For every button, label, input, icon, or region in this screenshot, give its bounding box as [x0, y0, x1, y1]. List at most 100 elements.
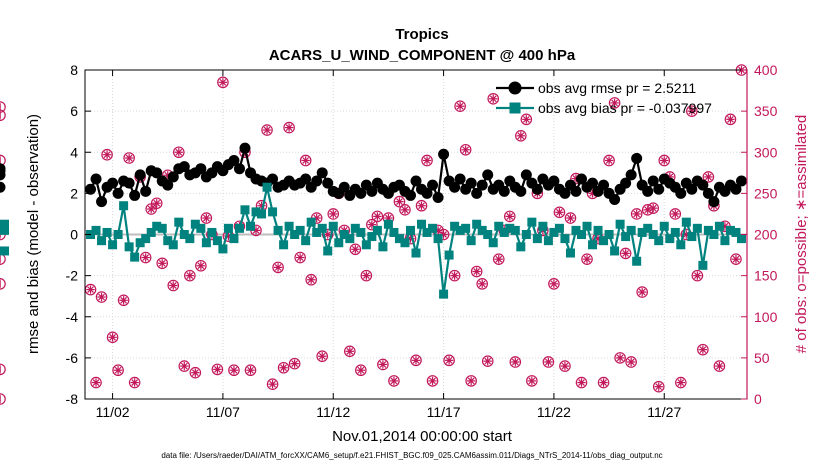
y-tick-label-right: 300 [754, 144, 778, 160]
obs-assimilated-marker [483, 356, 492, 366]
rmse-point [134, 169, 146, 181]
obs-assimilated-marker [97, 292, 106, 302]
obs-assimilated-marker [489, 94, 498, 103]
rmse-point [0, 165, 6, 177]
legend-rmse-marker [508, 81, 522, 95]
bias-point [582, 221, 592, 231]
bias-point [334, 238, 344, 248]
bias-point [0, 219, 9, 229]
obs-possible-marker [421, 154, 433, 167]
obs-assimilated-marker [191, 368, 200, 377]
bias-point [543, 236, 553, 246]
rmse-point [140, 185, 152, 197]
bias-point [130, 252, 140, 262]
bias-point [604, 230, 614, 239]
obs-possible-marker [184, 269, 196, 282]
y-tick-label-left: 0 [70, 227, 78, 243]
obs-assimilated-marker [174, 148, 183, 157]
obs-possible-marker [101, 148, 113, 161]
rmse-point [267, 173, 279, 185]
obs-possible-marker [172, 146, 185, 159]
obs-possible-marker [603, 154, 615, 167]
bias-point [621, 232, 631, 242]
obs-possible-marker [388, 375, 400, 387]
obs-possible-marker [686, 105, 698, 117]
obs-assimilated-marker [676, 378, 685, 387]
obs-assimilated-marker [566, 213, 575, 223]
obs-assimilated-marker [698, 345, 708, 354]
rmse-point [151, 167, 163, 179]
bias-point [703, 225, 713, 235]
x-tick-label: 11/27 [647, 404, 681, 420]
bias-point [676, 240, 686, 250]
obs-possible-marker [0, 363, 6, 376]
obs-assimilated-marker [715, 361, 724, 371]
obs-possible-marker [343, 345, 356, 358]
legend: obs avg rmse pr = 2.5211 obs avg bias pr … [496, 80, 712, 116]
rmse-point [239, 142, 251, 154]
obs-possible-marker [465, 375, 477, 387]
obs-assimilated-marker [169, 281, 178, 290]
obs-assimilated-marker [544, 357, 553, 367]
obs-possible-marker [178, 360, 191, 372]
y-tick-label-left: -4 [66, 309, 79, 325]
y-tick-label-right: 400 [754, 62, 778, 78]
obs-possible-marker [520, 113, 533, 126]
obs-possible-marker [366, 218, 378, 231]
x-tick-label: 11/02 [96, 404, 130, 420]
obs-assimilated-marker [549, 279, 559, 289]
obs-possible-marker [597, 376, 610, 389]
rmse-point [355, 187, 367, 199]
rmse-point [520, 169, 532, 181]
bias-point [692, 223, 702, 233]
obs-assimilated-marker [318, 352, 327, 361]
bias-point [372, 225, 382, 235]
bias-point [268, 207, 278, 217]
obs-assimilated-marker [180, 361, 189, 371]
obs-assimilated-marker [268, 379, 277, 389]
obs-possible-marker [399, 204, 411, 216]
bias-point [251, 207, 261, 217]
obs-possible-marker [724, 113, 737, 126]
bias-point [361, 240, 371, 250]
bias-point [428, 223, 438, 233]
bias-point [378, 242, 388, 252]
obs-possible-marker [106, 331, 119, 344]
bias-point [389, 227, 399, 237]
obs-assimilated-marker [428, 376, 437, 386]
obs-assimilated-marker [726, 115, 735, 124]
obs-possible-marker [200, 212, 213, 224]
obs-possible-marker [349, 243, 362, 256]
obs-possible-marker [454, 100, 466, 112]
obs-assimilated-marker [560, 361, 570, 371]
x-tick-label: 11/12 [316, 404, 350, 420]
obs-assimilated-marker [86, 285, 95, 294]
obs-possible-marker [559, 360, 571, 372]
obs-possible-marker [674, 376, 687, 389]
obs-assimilated-marker [301, 156, 310, 165]
obs-assimilated-marker [494, 254, 503, 264]
bias-point [301, 236, 311, 246]
obs-possible-marker [139, 251, 152, 264]
bias-point [394, 234, 404, 244]
bias-point [113, 230, 123, 239]
x-tick-label: 11/17 [427, 404, 461, 420]
obs-assimilated-marker [411, 356, 421, 365]
bias-point [571, 225, 581, 235]
obs-possible-marker [0, 101, 6, 113]
rmse-point [129, 189, 141, 201]
bias-point [450, 221, 460, 231]
obs-assimilated-marker [345, 347, 354, 356]
obs-possible-marker [526, 375, 538, 387]
rmse-point [498, 185, 510, 197]
y-tick-label-left: -8 [66, 391, 79, 407]
bias-point [632, 256, 642, 266]
axes: 11/02 11/07 11/12 11/17 11/22 11/27 -8 -6 -4 -2 0 2… [66, 62, 778, 420]
obs-possible-marker [0, 393, 6, 405]
obs-possible-marker [277, 361, 290, 374]
bias-point [328, 221, 338, 231]
bias-point [91, 225, 101, 235]
bias-point [422, 227, 432, 237]
bias-point [670, 227, 680, 237]
bias-point [295, 225, 305, 235]
